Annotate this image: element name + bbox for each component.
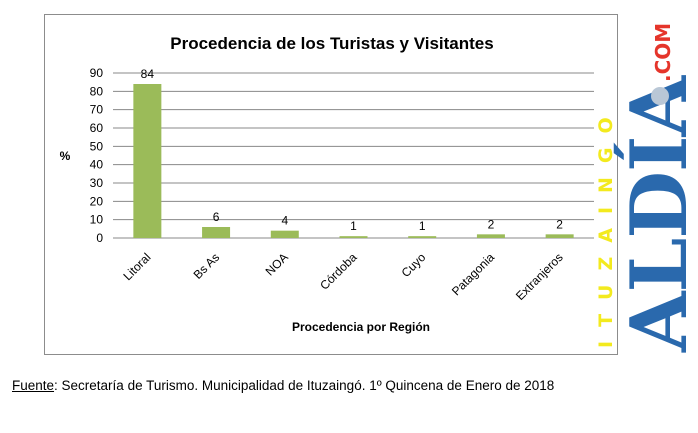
y-tick-label: 90 — [90, 66, 104, 80]
y-tick-label: 0 — [96, 231, 103, 245]
data-label: 4 — [281, 214, 288, 228]
grid-layer — [113, 72, 594, 239]
y-tick-label: 10 — [90, 213, 104, 227]
y-tick-label: 40 — [90, 158, 104, 172]
y-tick-label: 70 — [90, 103, 104, 117]
y-tick-label: 20 — [90, 194, 104, 208]
bars-layer — [133, 84, 574, 238]
data-label: 6 — [213, 210, 220, 224]
bar — [202, 227, 231, 238]
data-label: 84 — [141, 67, 155, 81]
data-label: 2 — [556, 217, 563, 231]
source-text: : Secretaría de Turismo. Municipalidad d… — [54, 378, 555, 393]
source-note: Fuente: Secretaría de Turismo. Municipal… — [12, 378, 554, 393]
x-tick-label: Bs As — [191, 250, 223, 282]
watermark-brand: ALDÍA — [613, 75, 696, 353]
data-label: 1 — [350, 219, 357, 233]
bar-chart: Procedencia de los Turistas y Visitantes… — [60, 34, 594, 334]
chart-frame: Procedencia de los Turistas y Visitantes… — [44, 14, 618, 355]
data-label: 2 — [488, 217, 495, 231]
x-tick-label: NOA — [263, 250, 291, 278]
bar — [408, 236, 437, 238]
x-axis-title: Procedencia por Región — [292, 320, 430, 334]
y-tick-label: 60 — [90, 121, 104, 135]
y-tick-label: 80 — [90, 84, 104, 98]
bar — [270, 230, 299, 238]
data-label: 1 — [419, 219, 426, 233]
source-label: Fuente — [12, 378, 55, 393]
y-axis-title: % — [60, 149, 71, 163]
y-tick-label: 50 — [90, 139, 104, 153]
bar — [339, 236, 368, 238]
bar — [545, 234, 574, 238]
y-tick-label: 30 — [90, 176, 104, 190]
aldia-watermark: ITUZAINGO ALDÍA .COM — [595, 23, 696, 353]
x-tick-label: Cuyo — [399, 250, 429, 280]
x-tick-label: Extranjeros — [513, 250, 566, 303]
bar — [133, 84, 162, 238]
x-tick-label: Litoral — [120, 250, 153, 283]
bar — [476, 234, 505, 238]
chart-title: Procedencia de los Turistas y Visitantes — [170, 34, 493, 53]
x-tick-label: Córdoba — [317, 250, 360, 293]
watermark-subtitle: ITUZAINGO — [595, 103, 617, 348]
watermark-dot-icon — [651, 87, 669, 105]
x-tick-label: Patagonia — [449, 250, 497, 298]
watermark-domain: .COM — [651, 23, 675, 82]
